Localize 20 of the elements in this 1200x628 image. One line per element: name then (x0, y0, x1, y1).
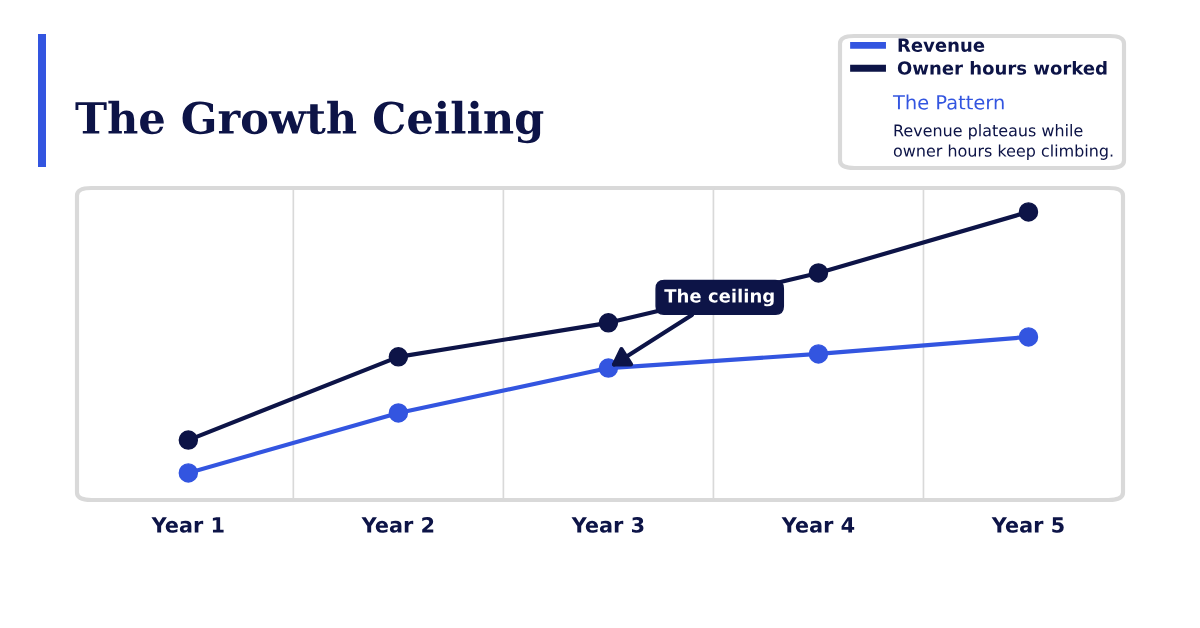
x-tick-label: Year 4 (781, 517, 855, 533)
point (598, 313, 619, 333)
text: Revenue plateaus while owner hours keep climbing. (893, 124, 1113, 160)
point (808, 344, 829, 364)
point (1018, 327, 1039, 347)
point (1018, 202, 1039, 222)
point (178, 430, 199, 450)
point (808, 263, 829, 283)
point (388, 347, 409, 367)
annotation: The ceiling (664, 288, 774, 307)
text: The Pattern (892, 94, 1004, 110)
x-tick-label: Year 5 (991, 517, 1064, 533)
x-tick-label: Year 1 (151, 517, 224, 533)
legend-label: Revenue (898, 38, 985, 52)
chart-title: The Growth Ceiling (75, 100, 544, 144)
point (178, 463, 199, 483)
x-tick-label: Year 3 (571, 517, 644, 533)
point (388, 403, 409, 423)
x-tick-label: Year 2 (361, 517, 434, 533)
legend-label: Owner hours worked (897, 60, 1107, 75)
